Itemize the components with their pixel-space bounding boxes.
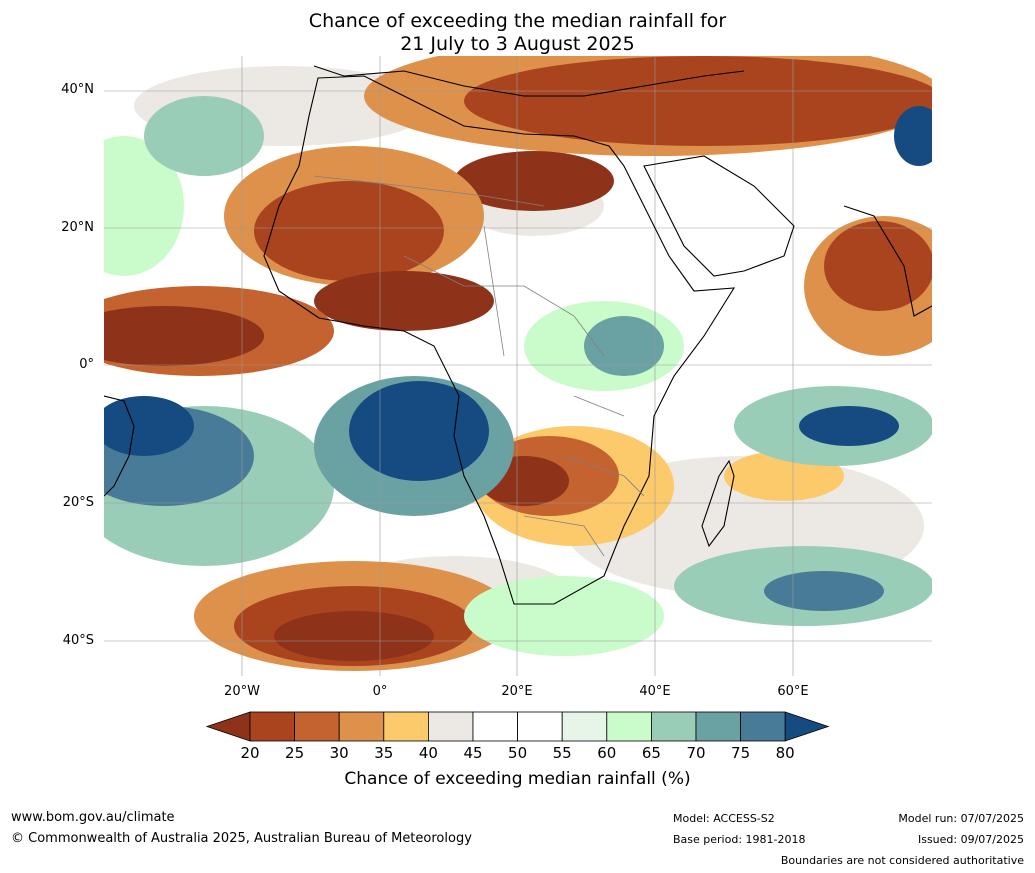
dry-area xyxy=(454,151,614,211)
colorbar-tick-label: 20 xyxy=(240,744,260,762)
colorbar-cell xyxy=(294,711,340,742)
colorbar-cell xyxy=(740,711,786,742)
dry-area xyxy=(274,611,434,661)
colorbar-cell xyxy=(427,711,474,742)
map-title-line2: 21 July to 3 August 2025 xyxy=(400,33,635,55)
arabia-coastline xyxy=(643,155,795,277)
colorbar-cell xyxy=(472,711,518,742)
dry-area xyxy=(464,56,932,146)
rainfall-map xyxy=(104,56,932,676)
wet-area xyxy=(894,106,932,166)
africa-coastline xyxy=(263,75,736,605)
base-period-text: Base period: 1981-2018 xyxy=(673,833,806,846)
wet-area xyxy=(464,576,664,656)
colorbar-cell xyxy=(651,711,697,742)
wet-area xyxy=(764,571,884,611)
colorbar-tick-label: 80 xyxy=(775,744,795,762)
model-run-text: Model run: 07/07/2025 xyxy=(898,812,1024,825)
lon-label: 20°W xyxy=(224,684,260,699)
colorbar-tick-label: 35 xyxy=(374,744,394,762)
colorbar-arrow-high xyxy=(784,711,830,742)
lat-label: 20°N xyxy=(61,220,94,235)
colorbar-tick-label: 30 xyxy=(329,744,349,762)
colorbar-cell xyxy=(338,711,385,742)
colorbar-tick-label: 65 xyxy=(641,744,661,762)
colorbar-cell xyxy=(383,711,429,742)
dry-area xyxy=(314,271,494,331)
wet-area xyxy=(584,316,664,376)
colorbar-tick-label: 70 xyxy=(686,744,706,762)
website-text: www.bom.gov.au/climate xyxy=(11,810,175,825)
lon-label: 20°E xyxy=(501,684,533,699)
colorbar-tick-label: 75 xyxy=(731,744,751,762)
lon-label: 0° xyxy=(372,684,388,699)
issued-text: Issued: 09/07/2025 xyxy=(917,833,1024,846)
wet-area xyxy=(349,381,489,481)
dry-area xyxy=(254,181,444,281)
colorbar-cell xyxy=(517,711,563,742)
lat-label: 20°S xyxy=(62,495,94,510)
south-america-coastline xyxy=(104,395,135,497)
madagascar-coastline xyxy=(701,459,735,548)
colorbar-tick-label: 55 xyxy=(552,744,572,762)
country-borders xyxy=(313,175,645,557)
wet-area xyxy=(799,406,899,446)
wet-area xyxy=(104,136,184,276)
wet-area xyxy=(104,396,194,456)
colorbar-cell xyxy=(249,711,295,742)
dry-area xyxy=(104,306,264,366)
graticule xyxy=(104,56,932,676)
wet-area xyxy=(144,96,264,176)
rainfall-shading xyxy=(104,56,932,671)
colorbar-tick-label: 40 xyxy=(418,744,438,762)
lon-label: 60°E xyxy=(777,684,809,699)
lat-label: 40°N xyxy=(61,82,94,97)
dry-area xyxy=(824,221,932,311)
colorbar-cell xyxy=(606,711,652,742)
colorbar-tick-label: 50 xyxy=(508,744,528,762)
colorbar-tick-label: 45 xyxy=(463,744,483,762)
lat-label: 40°S xyxy=(62,633,94,648)
colorbar-cell xyxy=(695,711,741,742)
india-coastline xyxy=(843,205,932,317)
disclaimer-text: Boundaries are not considered authoritat… xyxy=(780,854,1024,867)
colorbar-cell xyxy=(561,711,608,742)
colorbar-tick-label: 60 xyxy=(597,744,617,762)
map-title-line1: Chance of exceeding the median rainfall … xyxy=(308,10,727,32)
lat-label: 0° xyxy=(79,357,94,372)
colorbar-label: Chance of exceeding median rainfall (%) xyxy=(344,769,691,789)
europe-coastline xyxy=(313,65,745,97)
lon-label: 40°E xyxy=(639,684,671,699)
colorbar-arrow-low xyxy=(205,711,251,742)
model-text: Model: ACCESS-S2 xyxy=(673,812,775,825)
colorbar-tick-label: 25 xyxy=(285,744,305,762)
copyright-text: © Commonwealth of Australia 2025, Austra… xyxy=(11,831,472,846)
